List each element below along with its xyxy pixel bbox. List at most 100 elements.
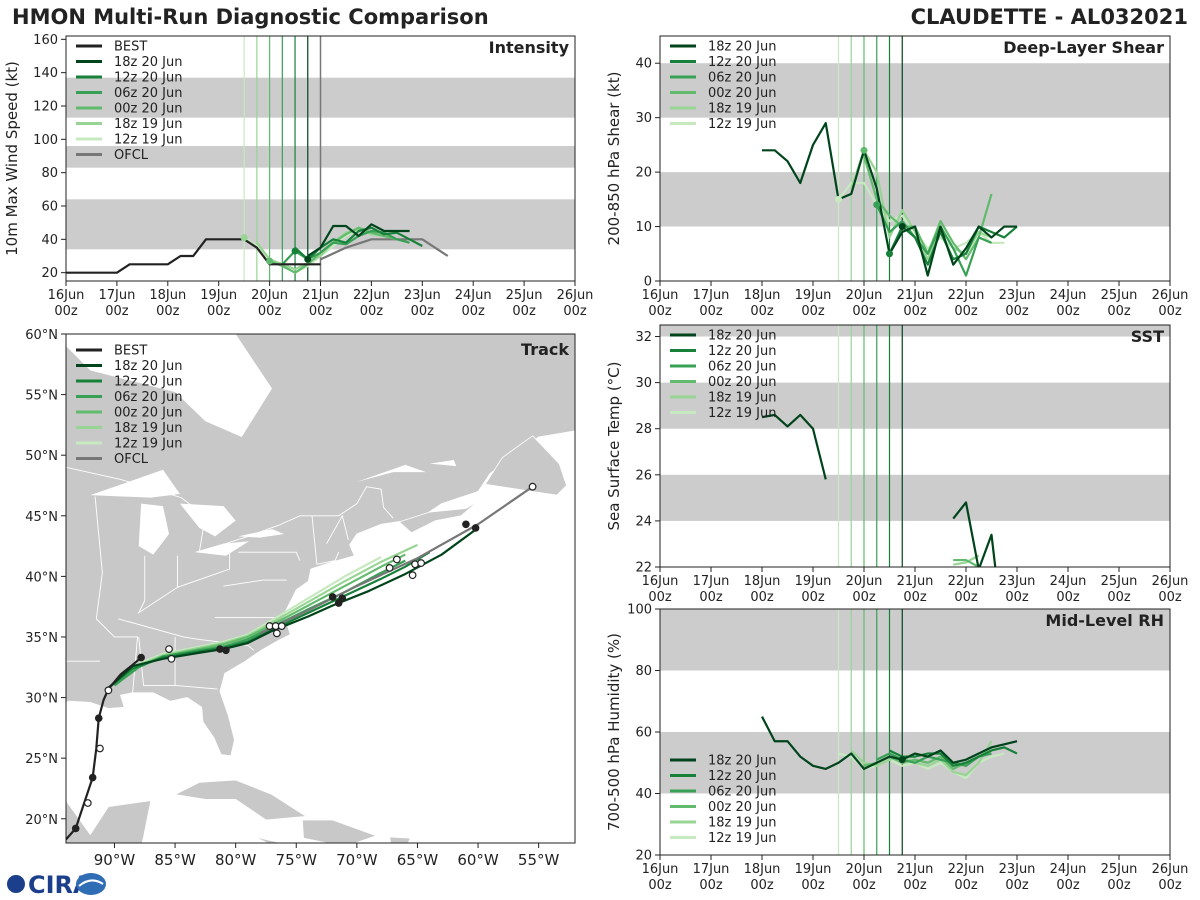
legend-label-18z-19-jun: 18z 19 Jun: [708, 391, 777, 406]
logo-globe-icon: [7, 875, 25, 893]
x-tick-label-hour: 00z: [1158, 304, 1182, 319]
logo-swirl-icon: [78, 879, 104, 887]
track-point-filled: [88, 773, 97, 782]
legend-label-18z-20-jun: 18z 20 Jun: [708, 329, 777, 344]
lat-tick-label: 50°N: [25, 449, 58, 464]
x-tick-label-date: 20Jun: [251, 288, 288, 303]
legend-label-12z-19-jun: 12z 19 Jun: [708, 406, 777, 421]
logo-badge-icon: [76, 873, 106, 895]
legend-label-12z-20-jun: 12z 20 Jun: [114, 71, 183, 86]
x-tick-label-date: 18Jun: [744, 862, 781, 877]
series-line-18z-19-jun: [953, 554, 980, 566]
track-point-open: [392, 555, 401, 564]
x-tick-label-hour: 00z: [1056, 878, 1080, 893]
x-tick-label-date: 23Jun: [999, 862, 1036, 877]
x-tick-label-date: 19Jun: [795, 862, 832, 877]
track-point-open: [385, 563, 394, 572]
legend-label-12z-19-jun: 12z 19 Jun: [708, 831, 777, 846]
x-tick-label-date: 17Jun: [693, 288, 730, 303]
x-tick-label-hour: 00z: [1056, 590, 1080, 605]
x-tick-label-hour: 00z: [309, 304, 333, 319]
init-marker-06z-20-jun: [873, 201, 881, 209]
legend-label-12z-19-jun: 12z 19 Jun: [114, 437, 183, 452]
series-line-18z-20-jun: [307, 223, 410, 257]
lake: [356, 464, 426, 482]
x-tick-label-date: 19Jun: [200, 288, 237, 303]
y-tick-label: 40: [635, 57, 652, 72]
track-point-filled: [462, 520, 470, 529]
x-tick-label-hour: 00z: [411, 304, 435, 319]
y-tick-label: 40: [635, 787, 652, 802]
legend-label-18z-20-jun: 18z 20 Jun: [114, 359, 183, 374]
x-tick-label-hour: 00z: [563, 304, 587, 319]
init-marker-00z-20-jun: [860, 146, 868, 154]
rh-panel: 2040608010016Jun00z17Jun00z18Jun00z19Jun…: [605, 603, 1188, 894]
lon-tick-label: 70°W: [336, 851, 378, 869]
x-tick-label-hour: 00z: [1158, 590, 1182, 605]
x-tick-label-date: 25Jun: [506, 288, 543, 303]
x-tick-label-date: 24Jun: [1050, 288, 1087, 303]
political-border: [137, 552, 231, 615]
legend-label-18z-20-jun: 18z 20 Jun: [114, 55, 183, 70]
lat-tick-label: 60°N: [25, 328, 58, 343]
init-marker-18z-20-jun: [898, 223, 906, 231]
legend-label-best: BEST: [114, 344, 147, 359]
init-marker-00z-20-jun: [266, 257, 274, 265]
y-tick-label: 140: [33, 66, 58, 81]
x-tick-label-hour: 00z: [801, 590, 825, 605]
x-tick-label-hour: 00z: [852, 304, 876, 319]
x-tick-label-date: 16Jun: [642, 574, 679, 589]
legend-label-12z-20-jun: 12z 20 Jun: [708, 344, 777, 359]
x-tick-label-hour: 00z: [207, 304, 231, 319]
political-border: [117, 618, 184, 638]
x-tick-label-hour: 00z: [648, 590, 672, 605]
political-border: [223, 579, 287, 587]
lon-tick-label: 60°W: [457, 851, 499, 869]
x-tick-label-hour: 00z: [648, 878, 672, 893]
lon-tick-label: 55°W: [518, 851, 560, 869]
land-mass: [173, 779, 308, 821]
track-point-filled: [216, 645, 224, 653]
x-tick-label-hour: 00z: [105, 304, 129, 319]
track-point-open: [411, 560, 419, 569]
track-point-filled: [471, 524, 480, 532]
track-line-ofcl: [259, 485, 534, 635]
map-frame: [65, 333, 576, 844]
x-tick-label-date: 18Jun: [744, 288, 781, 303]
x-tick-label-hour: 00z: [512, 304, 536, 319]
political-border: [311, 515, 340, 565]
panel-title: Mid-Level RH: [1045, 611, 1164, 630]
track-point-filled: [137, 653, 145, 662]
x-tick-label-date: 17Jun: [693, 574, 730, 589]
x-tick-label-date: 26Jun: [1152, 574, 1189, 589]
y-tick-label: 0: [644, 275, 652, 290]
series-line-18z-20-jun: [761, 413, 827, 480]
political-border: [238, 551, 301, 561]
x-tick-label-date: 22Jun: [948, 862, 985, 877]
x-tick-label-date: 25Jun: [1101, 574, 1138, 589]
x-tick-label-date: 21Jun: [897, 574, 934, 589]
y-axis-label: 10m Max Wind Speed (kt): [3, 61, 21, 256]
x-tick-label-hour: 00z: [1056, 304, 1080, 319]
track-point-open: [417, 559, 425, 567]
x-tick-label-date: 23Jun: [999, 574, 1036, 589]
x-tick-label-hour: 00z: [360, 304, 384, 319]
x-tick-label-date: 21Jun: [897, 862, 934, 877]
legend-label-00z-20-jun: 00z 20 Jun: [708, 375, 777, 390]
x-tick-label-hour: 00z: [750, 590, 774, 605]
x-tick-label-hour: 00z: [699, 590, 723, 605]
lat-tick-label: 30°N: [25, 692, 58, 707]
x-tick-label-hour: 00z: [699, 878, 723, 893]
series-line-00z-20-jun: [953, 558, 980, 567]
lat-tick-label: 20°N: [25, 813, 58, 828]
lon-tick-label: 85°W: [154, 851, 196, 869]
x-tick-label-hour: 00z: [852, 590, 876, 605]
y-tick-label: 80: [635, 664, 652, 679]
y-tick-label: 20: [41, 266, 58, 281]
x-tick-label-hour: 00z: [156, 304, 180, 319]
y-tick-label: 100: [33, 133, 58, 148]
y-tick-label: 40: [41, 233, 58, 248]
x-tick-label-date: 19Jun: [795, 288, 832, 303]
x-tick-label-hour: 00z: [1107, 590, 1131, 605]
